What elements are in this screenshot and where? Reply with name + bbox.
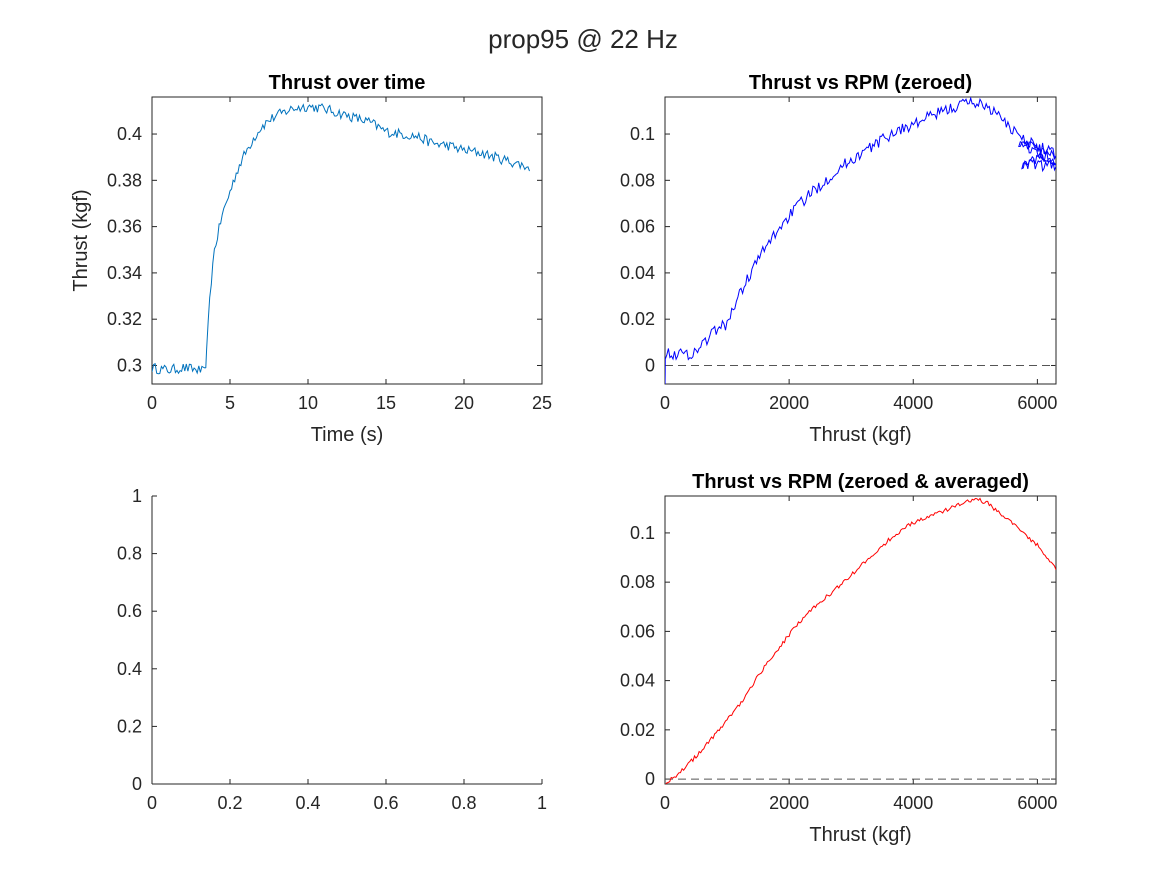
y-tick-label: 0.02 <box>620 720 655 740</box>
x-tick-label: 1 <box>537 793 547 813</box>
series-line-0 <box>152 103 530 375</box>
figure-title: prop95 @ 22 Hz <box>488 24 678 54</box>
x-tick-label: 15 <box>376 393 396 413</box>
axes-box <box>151 96 543 385</box>
y-axis-label: Thrust (kgf) <box>70 189 92 291</box>
y-tick-label: 0.2 <box>117 716 142 736</box>
x-axis-label: Thrust (kgf) <box>809 824 911 846</box>
y-tick-label: 0.38 <box>107 170 142 190</box>
x-tick-label: 20 <box>454 393 474 413</box>
plot-p2: 0 2000 4000 6000 0 0.02 0.04 0.06 0.08 0.1 Thrust … <box>620 72 1057 446</box>
x-tick-label: 0 <box>147 393 157 413</box>
axes-box <box>664 96 1057 385</box>
x-tick-label: 0 <box>147 793 157 813</box>
y-tick-label: 0.34 <box>107 263 142 283</box>
y-tick-label: 0.02 <box>620 309 655 329</box>
plot-title: Thrust over time <box>269 72 426 94</box>
plot-p4: 0 2000 4000 6000 0 0.02 0.04 0.06 0.08 0.1 Thrust … <box>620 471 1057 846</box>
y-tick-label: 0.8 <box>117 544 142 564</box>
y-tick-label: 0.08 <box>620 170 655 190</box>
y-tick-label: 0.04 <box>620 263 655 283</box>
x-tick-label: 0 <box>660 393 670 413</box>
plot-p3: 0 0.2 0.4 0.6 0.8 1 0 0.2 0.4 0.6 0.8 1 <box>117 486 547 813</box>
x-tick-label: 0.4 <box>295 793 320 813</box>
y-tick-label: 0.36 <box>107 217 142 237</box>
x-tick-label: 5 <box>225 393 235 413</box>
x-tick-label: 2000 <box>769 393 809 413</box>
x-tick-label: 0.2 <box>217 793 242 813</box>
y-tick-label: 0.1 <box>630 124 655 144</box>
y-tick-label: 0.06 <box>620 621 655 641</box>
x-axis-label: Thrust (kgf) <box>809 424 911 446</box>
x-tick-label: 6000 <box>1017 793 1057 813</box>
x-tick-label: 2000 <box>769 793 809 813</box>
axes-box <box>664 495 1057 785</box>
plot-title: Thrust vs RPM (zeroed) <box>749 72 972 94</box>
y-tick-label: 0.06 <box>620 217 655 237</box>
x-tick-label: 10 <box>298 393 318 413</box>
y-tick-label: 0.4 <box>117 659 142 679</box>
y-tick-label: 0.04 <box>620 671 655 691</box>
y-tick-label: 0.6 <box>117 601 142 621</box>
x-tick-label: 0 <box>660 793 670 813</box>
x-tick-label: 4000 <box>893 393 933 413</box>
plot-p1: 0 5 10 15 20 25 0.3 0.32 0.34 0.36 0.38 0.4 Thrust o… <box>70 72 552 446</box>
y-tick-label: 0 <box>645 769 655 789</box>
x-axis-label: Time (s) <box>311 424 384 446</box>
x-tick-label: 4000 <box>893 793 933 813</box>
x-tick-label: 0.6 <box>373 793 398 813</box>
x-tick-label: 0.8 <box>451 793 476 813</box>
x-tick-label: 25 <box>532 393 552 413</box>
series-line-0 <box>665 497 1056 784</box>
plot-title: Thrust vs RPM (zeroed & averaged) <box>692 471 1029 493</box>
x-tick-label: 6000 <box>1017 393 1057 413</box>
y-tick-label: 0.4 <box>117 124 142 144</box>
y-tick-label: 0 <box>132 774 142 794</box>
y-tick-label: 0.3 <box>117 355 142 375</box>
y-tick-label: 0.08 <box>620 572 655 592</box>
series-line-0 <box>665 97 1056 384</box>
y-tick-label: 1 <box>132 486 142 506</box>
y-tick-label: 0.1 <box>630 523 655 543</box>
y-tick-label: 0 <box>645 355 655 375</box>
y-tick-label: 0.32 <box>107 309 142 329</box>
